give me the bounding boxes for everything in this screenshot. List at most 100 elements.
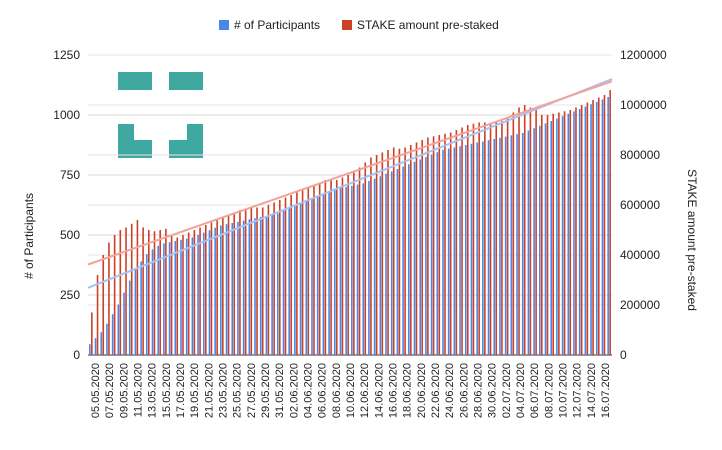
bar-stake [438, 135, 441, 355]
bar-participants [544, 123, 547, 356]
right-tick-label: 200000 [620, 298, 660, 312]
bar-stake [108, 242, 110, 355]
bar-participants [140, 261, 142, 355]
bar-participants [89, 344, 91, 355]
bar-stake [592, 100, 594, 355]
bar-participants [425, 157, 427, 355]
x-tick-label: 17.05.2020 [175, 363, 187, 418]
bar-participants [368, 181, 370, 355]
bar-stake [370, 157, 372, 355]
x-tick-label: 25.05.2020 [232, 363, 244, 418]
legend-label-participants: # of Participants [234, 18, 320, 32]
bar-participants [385, 173, 387, 355]
bar-stake [535, 110, 537, 355]
bar-stake [330, 180, 332, 355]
x-tick-label: 31.05.2020 [274, 363, 286, 418]
bar-stake [335, 180, 338, 355]
bar-stake [159, 230, 161, 355]
bar-stake [546, 115, 549, 355]
bar-stake [193, 230, 196, 355]
bar-participants [151, 249, 154, 355]
bar-stake [358, 167, 361, 355]
x-tick-label: 28.06.2020 [472, 363, 484, 418]
bar-participants [345, 187, 347, 355]
bar-participants [277, 213, 279, 355]
bar-participants [220, 225, 222, 355]
bar-stake [597, 97, 600, 355]
bar-stake [489, 123, 492, 355]
x-tick-label: 06.06.2020 [317, 363, 329, 418]
right-tick-label: 600000 [620, 198, 660, 212]
bar-participants [476, 142, 478, 355]
bar-participants [94, 338, 97, 355]
bar-participants [601, 99, 604, 356]
x-tick-label: 04.06.2020 [303, 363, 315, 418]
bar-stake [170, 235, 173, 355]
left-tick-label: 500 [60, 228, 80, 242]
bar-participants [294, 206, 296, 355]
bar-participants [436, 152, 439, 355]
bar-stake [119, 230, 122, 355]
bar-stake [461, 127, 463, 355]
bar-participants [527, 130, 530, 355]
bar-stake [569, 110, 572, 355]
bar-stake [381, 152, 384, 355]
logo-block-bottom-right [169, 124, 203, 158]
bar-participants [197, 235, 199, 355]
bar-stake [455, 130, 458, 355]
bar-stake [130, 223, 133, 355]
right-tick-label: 1000000 [620, 98, 667, 112]
bar-stake [478, 122, 480, 355]
x-tick-label: 06.07.2020 [529, 363, 541, 418]
bar-stake [541, 115, 543, 355]
bar-participants [174, 241, 177, 355]
x-tick-label: 27.05.2020 [246, 363, 258, 418]
bar-participants [271, 214, 273, 355]
bar-participants [567, 113, 570, 355]
bar-participants [322, 194, 325, 355]
bar-stake [427, 137, 429, 355]
left-tick-label: 1000 [53, 108, 80, 122]
x-tick-label: 16.06.2020 [387, 363, 399, 418]
right-tick-label: 0 [620, 348, 627, 362]
bar-marks [89, 90, 611, 356]
bar-stake [518, 107, 520, 355]
bar-participants [447, 148, 450, 355]
bar-stake [324, 180, 327, 355]
bar-participants [111, 314, 114, 355]
bar-participants [556, 118, 558, 355]
x-tick-label: 23.05.2020 [218, 363, 230, 418]
left-tick-label: 0 [73, 348, 80, 362]
bar-stake [204, 225, 207, 355]
bar-stake [182, 235, 184, 355]
bar-participants [106, 323, 108, 355]
x-tick-label: 08.07.2020 [543, 363, 555, 418]
bar-stake [341, 177, 344, 355]
bar-stake [256, 207, 258, 355]
bar-stake [210, 222, 213, 355]
bar-stake [279, 200, 281, 355]
left-tick-label: 250 [60, 288, 80, 302]
bar-participants [453, 147, 456, 355]
bar-participants [117, 304, 120, 355]
left-axis-title: # of Participants [22, 193, 36, 279]
bar-participants [237, 221, 239, 355]
bar-stake [421, 140, 423, 355]
bar-stake [523, 105, 526, 355]
x-tick-label: 20.06.2020 [416, 363, 428, 418]
bar-participants [356, 184, 359, 355]
x-tick-label: 08.06.2020 [331, 363, 343, 418]
bar-stake [176, 237, 179, 355]
bar-stake [233, 212, 236, 355]
bar-stake [392, 147, 395, 355]
bar-participants [259, 217, 262, 355]
x-tick-label: 30.06.2020 [487, 363, 499, 418]
bar-stake [125, 227, 127, 355]
bar-stake [563, 111, 566, 355]
bar-participants [254, 218, 256, 355]
bar-participants [123, 292, 125, 355]
bar-participants [607, 97, 609, 355]
bar-stake [415, 142, 418, 355]
bar-participants [185, 238, 188, 355]
bar-participants [499, 137, 501, 355]
